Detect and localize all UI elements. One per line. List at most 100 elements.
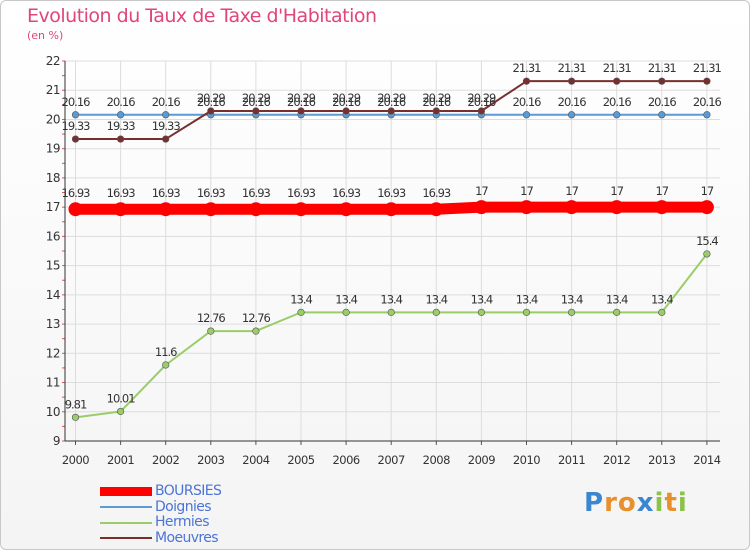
data-point-boursies <box>203 202 218 217</box>
data-label-boursies: 17 <box>610 184 623 198</box>
unit-label: (en %) <box>27 29 64 42</box>
data-point-moeuvres <box>387 107 395 115</box>
data-label-hermies: 13.4 <box>335 292 357 306</box>
data-label-doignies: 20.16 <box>603 95 632 109</box>
legend-item-doignies: Doignies <box>100 498 221 516</box>
data-point-boursies <box>609 200 624 215</box>
y-tick-label: 13 <box>46 317 60 331</box>
data-point-hermies <box>658 308 666 316</box>
y-tick-label: 9 <box>53 434 60 448</box>
data-point-boursies <box>339 202 354 217</box>
data-point-moeuvres <box>703 77 711 85</box>
data-label-hermies: 9.81 <box>65 397 87 411</box>
data-label-doignies: 20.16 <box>693 95 722 109</box>
data-label-moeuvres: 20.29 <box>197 91 226 105</box>
data-point-boursies <box>68 202 83 217</box>
data-label-moeuvres: 21.31 <box>513 61 542 75</box>
data-point-boursies <box>474 200 489 215</box>
data-label-boursies: 16.93 <box>242 186 271 200</box>
data-point-hermies <box>162 361 170 369</box>
x-tick-label: 2010 <box>513 453 540 467</box>
legend-swatch-boursies <box>100 487 152 497</box>
logo-letter: P <box>584 488 605 518</box>
data-point-moeuvres <box>432 107 440 115</box>
legend-item-moeuvres: Moeuvres <box>100 530 221 547</box>
data-label-boursies: 17 <box>565 184 578 198</box>
data-point-moeuvres <box>162 135 170 143</box>
legend-label-doignies: Doignies <box>155 498 212 515</box>
x-tick-label: 2008 <box>423 453 450 467</box>
x-tick-label: 2003 <box>197 453 224 467</box>
data-label-hermies: 11.6 <box>155 345 177 359</box>
y-tick-label: 16 <box>46 229 60 243</box>
data-point-hermies <box>252 327 260 335</box>
data-label-hermies: 13.4 <box>561 292 583 306</box>
data-point-hermies <box>432 308 440 316</box>
data-point-hermies <box>703 250 711 258</box>
x-tick-label: 2000 <box>62 453 89 467</box>
data-point-moeuvres <box>477 107 486 115</box>
axes: 9 10 11 12 13 14 15 16 17 18 19 20 21 22 2000 2001 2002 2… <box>46 54 721 467</box>
legend-swatch-hermies <box>100 521 152 524</box>
data-label-moeuvres: 20.29 <box>422 91 451 105</box>
data-point-hermies <box>297 308 305 316</box>
y-tick-label: 11 <box>46 376 60 390</box>
y-tick-label: 17 <box>46 200 60 214</box>
proxiti-logo: Proxiti <box>584 488 688 518</box>
y-tick-label: 21 <box>46 83 60 97</box>
data-point-boursies <box>699 200 714 215</box>
data-label-hermies: 13.4 <box>380 292 402 306</box>
data-label-moeuvres: 19.33 <box>62 119 91 133</box>
data-label-moeuvres: 20.29 <box>377 91 406 105</box>
data-label-moeuvres: 20.29 <box>242 91 271 105</box>
data-label-hermies: 13.4 <box>471 292 493 306</box>
logo-letter: x <box>636 488 655 518</box>
data-label-doignies: 20.16 <box>107 95 136 109</box>
data-label-doignies: 20.16 <box>62 95 91 109</box>
data-point-hermies <box>116 407 125 416</box>
data-label-doignies: 20.16 <box>467 95 496 109</box>
data-point-doignies <box>71 111 80 119</box>
data-point-boursies <box>113 202 128 217</box>
data-label-moeuvres: 20.29 <box>332 91 361 105</box>
logo-letter: o <box>617 488 637 518</box>
x-tick-label: 2006 <box>332 453 359 467</box>
data-point-moeuvres <box>613 77 621 85</box>
data-label-boursies: 16.93 <box>422 186 451 200</box>
x-tick-label: 2012 <box>603 453 630 467</box>
data-point-hermies <box>613 308 621 316</box>
y-tick-label: 20 <box>46 112 60 126</box>
data-point-moeuvres <box>71 135 80 143</box>
data-label-moeuvres: 21.31 <box>558 61 587 75</box>
data-point-moeuvres <box>297 107 305 115</box>
data-point-boursies <box>158 202 173 217</box>
data-label-doignies: 20.16 <box>152 95 181 109</box>
data-label-boursies: 16.93 <box>377 186 406 200</box>
grid <box>65 60 720 442</box>
data-point-hermies <box>342 308 350 316</box>
data-label-moeuvres: 19.33 <box>107 119 136 133</box>
x-tick-label: 2005 <box>287 453 314 467</box>
data-label-hermies: 13.4 <box>606 292 628 306</box>
data-point-boursies <box>519 200 534 215</box>
legend: BOURSIES Doignies Hermies Moeuvres <box>100 484 222 547</box>
data-label-doignies: 20.16 <box>648 95 677 109</box>
y-tick-label: 14 <box>46 288 60 302</box>
data-label-boursies: 16.93 <box>62 186 91 200</box>
x-tick-label: 2004 <box>242 453 269 467</box>
logo-letter: i <box>654 488 665 518</box>
data-point-hermies <box>477 308 486 316</box>
x-tick-label: 2009 <box>468 453 495 467</box>
data-label-hermies: 15.4 <box>696 234 718 248</box>
data-label-boursies: 16.93 <box>287 186 316 200</box>
legend-swatch-doignies <box>100 506 152 509</box>
x-tick-label: 2007 <box>378 453 405 467</box>
data-point-moeuvres <box>207 107 215 115</box>
data-point-moeuvres <box>116 135 125 143</box>
data-point-hermies <box>522 308 531 316</box>
data-label-boursies: 16.93 <box>197 186 226 200</box>
y-tick-label: 22 <box>46 54 60 68</box>
y-tick-label: 12 <box>46 346 60 360</box>
data-label-doignies: 20.16 <box>197 95 226 109</box>
logo-letter: r <box>604 488 618 518</box>
